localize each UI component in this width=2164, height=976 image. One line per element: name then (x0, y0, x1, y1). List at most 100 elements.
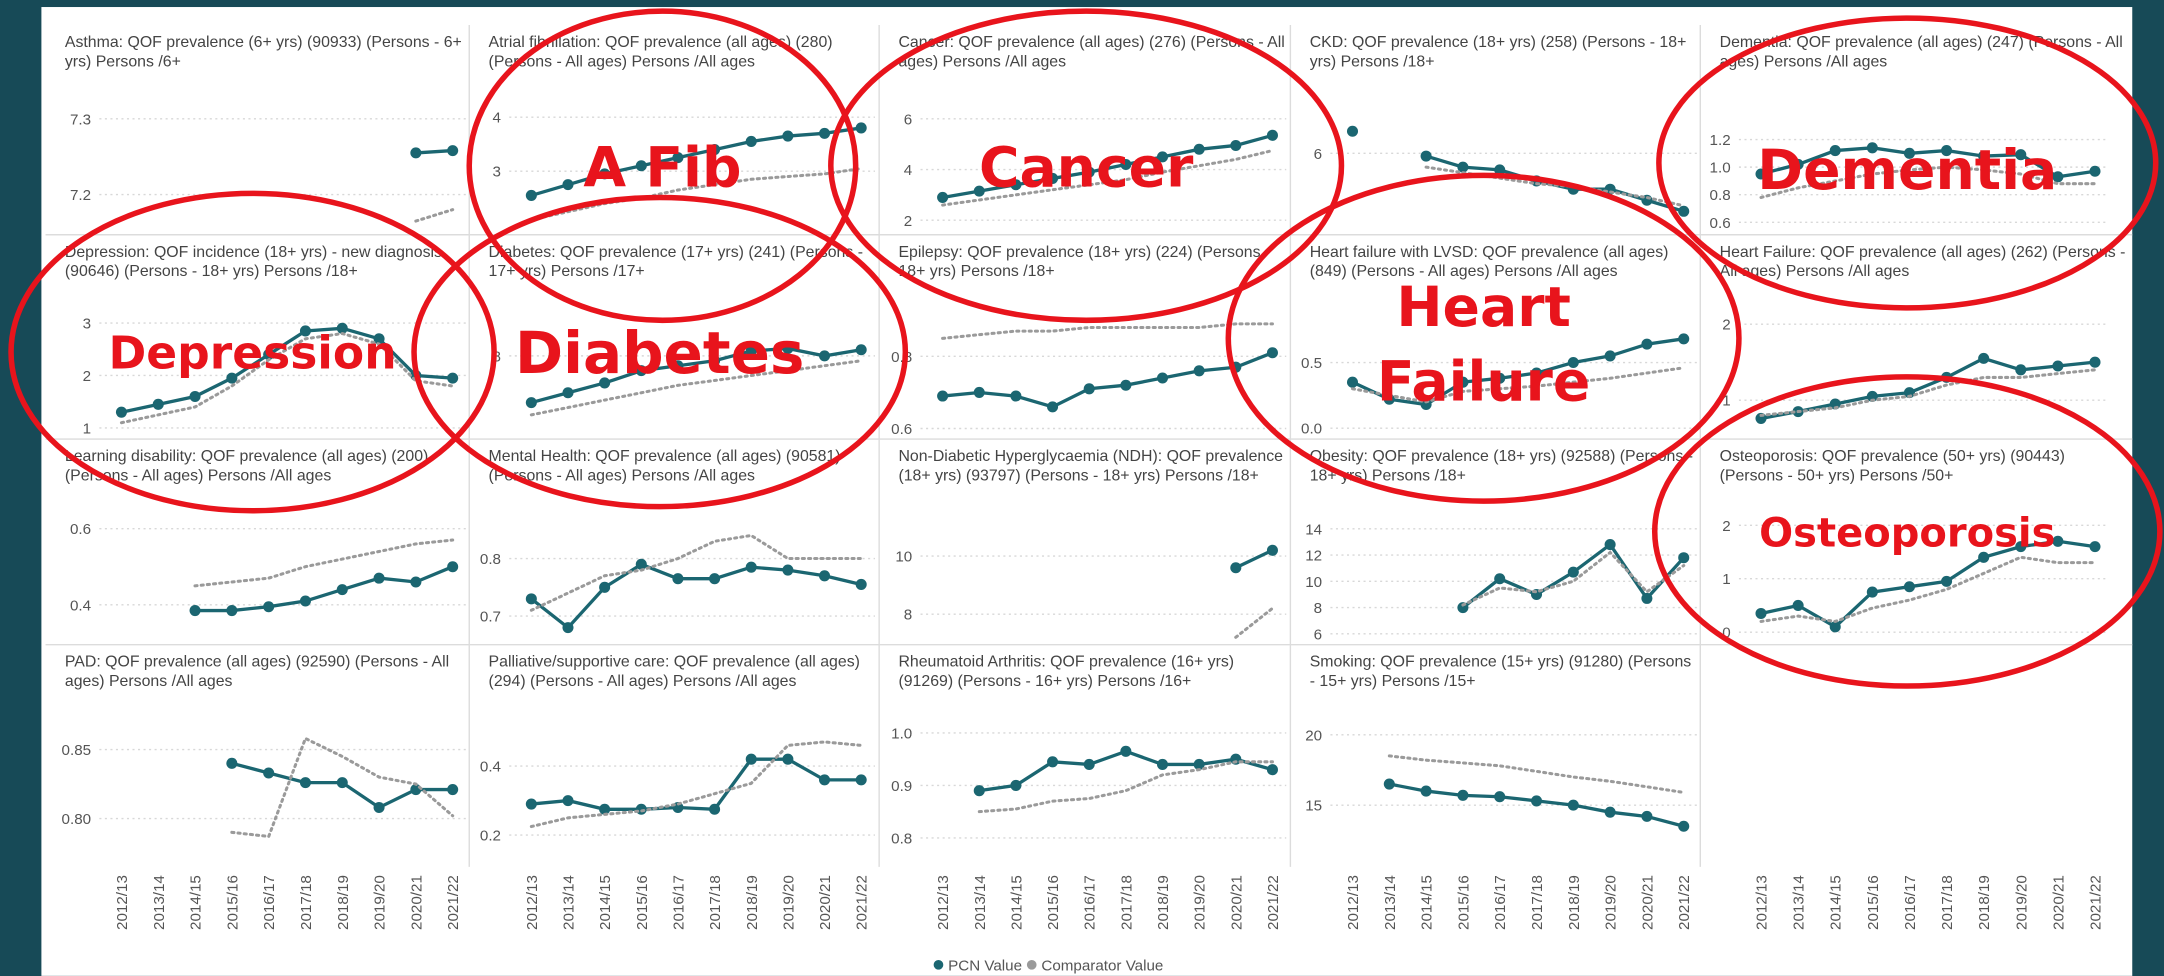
data-point (1978, 352, 1990, 364)
data-point (336, 777, 348, 789)
panel: Learning disability: QOF prevalence (all… (64, 448, 467, 617)
panel-title-box: CKD: QOF prevalence (18+ yrs) (258) (Per… (1310, 35, 1687, 71)
highlight-ellipse (828, 8, 1345, 324)
y-tick-label: 1 (1722, 571, 1730, 588)
data-point (599, 168, 611, 180)
pcn-line (193, 565, 455, 613)
panel-title-box: Heart Failure: QOF prevalence (all ages)… (1719, 244, 2126, 281)
pcn-line (119, 326, 455, 414)
data-point (263, 767, 275, 779)
pcn-line (1759, 146, 2097, 179)
panel-title-box: Obesity: QOF prevalence (18+ yrs) (92588… (1310, 449, 1693, 485)
pcn-line (1759, 356, 2097, 421)
data-point (1010, 779, 1022, 791)
y-tick-label: 6 (904, 111, 912, 128)
data-point (782, 342, 794, 355)
comparator-line (529, 166, 863, 222)
x-tick-label: 2021/22 (1265, 875, 1282, 930)
y-tick-label: 0.6 (70, 521, 91, 538)
data-point (562, 622, 574, 634)
highlight-ellipse (411, 194, 909, 510)
y-tick-label: 3 (493, 164, 501, 181)
y-tick-label: 2 (1722, 317, 1730, 334)
panel: Atrial fibrillation: QOF prevalence (all… (489, 35, 875, 222)
panel-title: Palliative/supportive care: QOF prevalen… (488, 654, 860, 691)
panel-title: Heart failure with LVSD: QOF prevalence … (1309, 244, 1669, 281)
panel-title-box: Rheumatoid Arthritis: QOF prevalence (16… (898, 654, 1234, 690)
data-point (937, 390, 949, 402)
x-tick-label: 2018/19 (1566, 875, 1583, 930)
panel-title-box: Asthma: QOF prevalence (6+ yrs) (90933) … (65, 35, 462, 71)
panel-title: Heart Failure: QOF prevalence (all ages)… (1719, 244, 2126, 281)
x-tick-label: 2012/13 (114, 875, 131, 930)
comparator-line (414, 208, 455, 223)
data-point (152, 398, 164, 410)
data-point (189, 390, 201, 402)
panel: Non-Diabetic Hyperglycaemia (NDH): QOF p… (895, 448, 1287, 639)
data-point (1230, 562, 1242, 574)
panel: Heart Failure: QOF prevalence (all ages)… (1719, 244, 2126, 424)
data-point (525, 397, 537, 409)
data-point (1120, 158, 1132, 170)
x-tick-label: 2016/17 (1902, 875, 1919, 930)
panel-title-box: Palliative/supportive care: QOF prevalen… (488, 654, 860, 691)
data-point (635, 160, 647, 172)
data-point (447, 784, 459, 796)
x-tick-label: 2015/16 (1455, 875, 1472, 930)
data-point (1604, 539, 1616, 551)
legend-marker (1026, 959, 1037, 970)
data-point (373, 333, 385, 345)
panel: Mental Health: QOF prevalence (all ages)… (480, 449, 875, 634)
pcn-line (529, 126, 863, 198)
comparator-line (1759, 165, 2097, 200)
pcn-line (1350, 337, 1686, 407)
x-tick-label: 2019/20 (1192, 875, 1209, 930)
data-point (1083, 383, 1095, 395)
x-tick-label: 2013/14 (151, 875, 168, 930)
comparator-line (941, 322, 1274, 340)
panel-title: Non-Diabetic Hyperglycaemia (NDH): QOF p… (898, 448, 1284, 485)
x-tick-label: 2019/20 (372, 875, 389, 930)
data-point (1120, 379, 1132, 391)
data-point (2089, 165, 2101, 177)
pcn-line (940, 133, 1275, 200)
data-point (1755, 607, 1767, 619)
data-point (855, 774, 867, 786)
data-point (1230, 139, 1242, 151)
data-point (1567, 799, 1579, 811)
data-point (1494, 372, 1506, 384)
x-tick-label: 2021/22 (2088, 875, 2105, 930)
comparator-line (1234, 606, 1274, 639)
legend-label: PCN Value (948, 957, 1022, 974)
panel: Rheumatoid Arthritis: QOF prevalence (16… (891, 654, 1287, 847)
y-tick-label: 8 (1314, 600, 1322, 617)
data-point (1457, 161, 1469, 173)
data-point (937, 191, 949, 203)
comparator-line (1759, 368, 2097, 417)
y-tick-label: 2 (904, 213, 912, 230)
x-tick-label: 2021/22 (1676, 875, 1693, 930)
x-tick-label: 2016/17 (670, 875, 687, 930)
x-tick-label: 2016/17 (1082, 875, 1099, 930)
y-tick-label: 15 (1305, 798, 1322, 815)
data-point (709, 144, 721, 156)
x-tick-label: 2014/15 (597, 875, 614, 930)
data-point (599, 581, 611, 593)
data-point (1678, 820, 1690, 832)
data-point (336, 322, 348, 334)
data-point (1866, 586, 1878, 598)
data-point (1457, 376, 1469, 388)
panel-title: Learning disability: QOF prevalence (all… (64, 448, 429, 485)
data-point (745, 753, 757, 765)
data-point (1457, 789, 1469, 801)
data-point (226, 605, 238, 617)
panel: CKD: QOF prevalence (18+ yrs) (258) (Per… (1310, 35, 1698, 217)
data-point (745, 561, 757, 573)
data-point (782, 753, 794, 765)
panel-title-box: Learning disability: QOF prevalence (all… (64, 448, 429, 485)
y-tick-label: 0.4 (480, 759, 501, 776)
y-tick-label: 8 (904, 607, 912, 624)
x-tick-label: 2016/17 (1492, 875, 1509, 930)
comparator-line (529, 740, 863, 829)
